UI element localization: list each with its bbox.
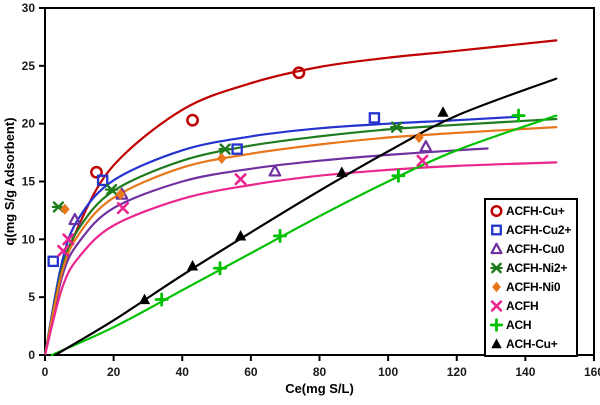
- legend-label: ACFH-Cu0: [506, 242, 565, 257]
- open-square-icon: [368, 112, 381, 124]
- legend-marker: [490, 262, 503, 274]
- legend-item-ACFH: ACFH: [489, 297, 576, 314]
- data-points: [47, 66, 526, 307]
- legend-label: ACFH: [506, 298, 539, 313]
- legend-marker: [490, 242, 503, 255]
- triangle-filled-icon: [138, 293, 151, 305]
- x-icon: [57, 244, 70, 257]
- legend-item-ACFH-Cu+: ACFH-Cu+: [489, 203, 576, 220]
- x-tick-label: 0: [42, 365, 49, 379]
- open-square-icon: [47, 255, 59, 268]
- x-icon: [116, 202, 129, 215]
- x-tick-label: 40: [176, 365, 190, 379]
- plus-icon: [489, 318, 504, 332]
- star-x-icon: [104, 183, 119, 196]
- y-tick-label: 0: [28, 348, 35, 362]
- legend-label: ACFH-Cu+: [506, 204, 565, 219]
- open-triangle-icon: [419, 140, 433, 153]
- open-circle-icon: [490, 205, 503, 218]
- series-points-ACFH-Cu2+: [47, 112, 381, 268]
- legend-label: ACH: [506, 317, 532, 332]
- x-tick-label: 60: [244, 365, 258, 379]
- legend-item-ACFH-Cu2+: ACFH-Cu2+: [489, 222, 576, 239]
- legend-marker: [491, 338, 502, 348]
- legend-marker: [492, 281, 501, 293]
- legend-marker: [490, 205, 503, 218]
- series-points-ACFH-Ni0: [60, 131, 424, 215]
- open-circle-icon: [292, 66, 306, 80]
- legend-label: ACFH-Ni0: [506, 279, 561, 294]
- legend-marker: [490, 300, 503, 312]
- y-axis-title: q(mg S/g Adsorbent): [2, 117, 17, 245]
- y-tick-label: 5: [28, 290, 35, 304]
- curve-ACH-Cu+: [54, 77, 558, 357]
- x-icon: [416, 154, 429, 167]
- plus-icon: [212, 261, 227, 276]
- diamond-filled-icon: [492, 281, 501, 293]
- legend-item-ACFH-Ni2+: ACFH-Ni2+: [489, 260, 576, 277]
- diamond-filled-icon: [414, 131, 424, 144]
- legend: ACFH-Cu+ ACFH-Cu2+ ACFH-Cu0 ACFH-Ni2+ ACFH-N…: [484, 198, 578, 357]
- x-tick-label: 160: [584, 365, 600, 379]
- x-tick-label: 120: [447, 365, 467, 379]
- legend-marker: [489, 318, 504, 332]
- open-square-icon: [96, 174, 109, 187]
- series-points-ACFH-Cu+: [90, 66, 306, 179]
- x-icon: [234, 173, 247, 186]
- x-tick-label: 20: [107, 365, 121, 379]
- series-points-ACH: [154, 108, 526, 307]
- legend-marker: [491, 224, 502, 236]
- open-square-icon: [491, 224, 502, 236]
- y-tick-label: 25: [22, 59, 36, 73]
- legend-label: ACH-Cu+: [506, 336, 558, 351]
- star-x-icon: [218, 143, 232, 155]
- open-circle-icon: [90, 165, 103, 179]
- triangle-filled-icon: [186, 260, 199, 271]
- x-tick-label: 100: [378, 365, 398, 379]
- plus-icon: [154, 292, 169, 307]
- open-circle-icon: [186, 113, 199, 127]
- y-tick-label: 30: [22, 1, 36, 15]
- open-triangle-icon: [68, 212, 82, 226]
- x-icon: [62, 233, 75, 246]
- curve-ACH: [50, 114, 558, 357]
- open-triangle-icon: [490, 242, 503, 255]
- plus-icon: [273, 228, 288, 243]
- star-x-icon: [490, 262, 503, 274]
- legend-item-ACFH-Cu0: ACFH-Cu0: [489, 241, 576, 258]
- x-tick-label: 80: [313, 365, 327, 379]
- x-icon: [490, 300, 503, 312]
- diamond-filled-icon: [60, 203, 70, 215]
- curve-ACFH: [43, 161, 558, 357]
- diamond-filled-icon: [216, 152, 227, 164]
- plus-icon: [511, 108, 526, 123]
- curve-ACFH-Cu0: [43, 147, 489, 357]
- legend-item-ACH-Cu+: ACH-Cu+: [489, 335, 576, 352]
- legend-item-ACH: ACH: [489, 316, 576, 333]
- y-tick-label: 15: [22, 175, 36, 189]
- triangle-filled-icon: [491, 338, 502, 348]
- x-axis-title: Ce(mg S/L): [285, 381, 354, 396]
- open-square-icon: [231, 143, 243, 155]
- triangle-filled-icon: [437, 106, 449, 117]
- plus-icon: [391, 168, 406, 183]
- x-tick-label: 140: [515, 365, 535, 379]
- y-tick-label: 20: [22, 117, 36, 131]
- triangle-filled-icon: [234, 229, 247, 241]
- y-tick-label: 10: [22, 232, 36, 246]
- legend-item-ACFH-Ni0: ACFH-Ni0: [489, 278, 576, 295]
- star-x-icon: [390, 121, 404, 133]
- legend-label: ACFH-Ni2+: [506, 261, 568, 276]
- series-points-ACH-Cu+: [138, 106, 449, 305]
- legend-label: ACFH-Cu2+: [506, 223, 572, 238]
- diamond-filled-icon: [115, 188, 126, 200]
- series-points-ACFH: [57, 154, 429, 257]
- open-triangle-icon: [268, 164, 282, 177]
- axis-ticks: 0 20 40 60 80 100 120 140 160 0 5 10 15 20 25 30: [22, 1, 600, 379]
- triangle-filled-icon: [336, 166, 348, 177]
